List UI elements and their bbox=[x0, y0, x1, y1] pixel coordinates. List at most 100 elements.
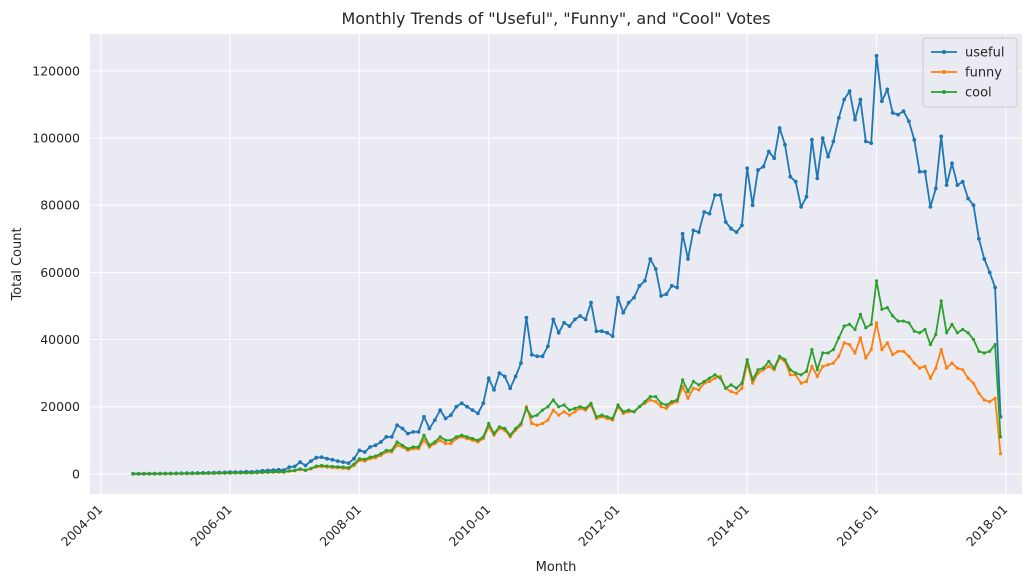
data-point-cool bbox=[158, 472, 162, 476]
data-point-cool bbox=[901, 319, 906, 323]
data-point-funny bbox=[988, 400, 992, 404]
data-point-cool bbox=[788, 368, 792, 372]
data-point-useful bbox=[783, 142, 787, 147]
data-point-useful bbox=[950, 161, 954, 166]
data-point-cool bbox=[713, 373, 717, 377]
data-point-funny bbox=[837, 354, 841, 358]
data-point-cool bbox=[982, 351, 986, 355]
data-point-useful bbox=[691, 228, 696, 233]
data-point-useful bbox=[788, 174, 793, 179]
data-point-cool bbox=[810, 348, 814, 352]
data-point-cool bbox=[217, 471, 221, 475]
data-point-useful bbox=[955, 183, 960, 188]
data-point-useful bbox=[858, 97, 863, 102]
data-point-cool bbox=[643, 400, 647, 404]
data-point-cool bbox=[605, 415, 609, 419]
data-point-useful bbox=[686, 257, 690, 261]
data-point-cool bbox=[255, 471, 259, 475]
data-point-useful bbox=[917, 169, 922, 174]
data-point-cool bbox=[600, 413, 604, 417]
data-point-useful bbox=[804, 194, 809, 199]
data-point-useful bbox=[583, 317, 588, 322]
data-point-funny bbox=[939, 348, 943, 352]
data-point-useful bbox=[589, 300, 593, 305]
data-point-useful bbox=[987, 270, 992, 275]
data-point-cool bbox=[632, 410, 636, 414]
data-point-useful bbox=[896, 112, 900, 117]
data-point-useful bbox=[907, 119, 911, 124]
legend-marker-funny bbox=[942, 70, 946, 74]
data-point-cool bbox=[142, 472, 146, 476]
data-point-funny bbox=[993, 396, 997, 400]
data-point-useful bbox=[567, 324, 572, 328]
data-point-cool bbox=[880, 307, 884, 311]
data-point-useful bbox=[901, 109, 906, 114]
data-point-cool bbox=[621, 410, 625, 414]
data-point-useful bbox=[319, 455, 324, 459]
data-point-cool bbox=[303, 468, 308, 472]
data-point-useful bbox=[928, 205, 933, 209]
data-point-useful bbox=[335, 459, 340, 463]
data-point-useful bbox=[476, 411, 480, 416]
data-point-cool bbox=[923, 327, 927, 332]
data-point-cool bbox=[330, 464, 334, 469]
data-point-useful bbox=[502, 374, 507, 379]
data-point-cool bbox=[562, 403, 566, 407]
data-point-cool bbox=[185, 471, 189, 476]
data-point-cool bbox=[379, 452, 383, 456]
data-point-cool bbox=[427, 443, 431, 447]
data-point-useful bbox=[880, 99, 884, 104]
data-point-useful bbox=[664, 292, 669, 297]
data-point-funny bbox=[535, 423, 539, 427]
data-point-funny bbox=[799, 381, 803, 385]
data-point-cool bbox=[406, 447, 410, 451]
data-point-cool bbox=[363, 457, 367, 461]
data-point-cool bbox=[707, 376, 712, 380]
series-layer bbox=[131, 53, 1003, 476]
data-point-funny bbox=[928, 376, 933, 380]
data-point-useful bbox=[314, 455, 319, 460]
data-point-useful bbox=[422, 414, 426, 419]
data-point-funny bbox=[885, 341, 889, 345]
data-point-funny bbox=[691, 386, 696, 390]
data-point-cool bbox=[664, 403, 669, 407]
data-point-cool bbox=[842, 324, 846, 328]
data-point-cool bbox=[821, 351, 825, 355]
data-point-funny bbox=[444, 442, 448, 446]
data-point-cool bbox=[390, 448, 394, 452]
data-point-cool bbox=[767, 359, 771, 363]
data-point-funny bbox=[697, 388, 701, 392]
data-point-cool bbox=[918, 331, 922, 335]
data-point-cool bbox=[794, 371, 798, 375]
data-point-useful bbox=[750, 203, 755, 208]
data-point-useful bbox=[626, 300, 631, 305]
data-point-useful bbox=[971, 203, 976, 208]
data-point-funny bbox=[810, 364, 814, 368]
data-point-useful bbox=[831, 139, 836, 144]
data-point-cool bbox=[136, 472, 141, 476]
data-point-useful bbox=[416, 430, 421, 434]
data-point-cool bbox=[594, 415, 599, 419]
data-point-cool bbox=[718, 376, 722, 380]
data-point-cool bbox=[584, 406, 588, 410]
legend-label-useful: useful bbox=[965, 46, 1004, 61]
data-point-useful bbox=[346, 461, 351, 465]
data-point-cool bbox=[320, 463, 324, 468]
data-point-funny bbox=[573, 410, 577, 414]
data-point-cool bbox=[778, 354, 782, 358]
data-point-funny bbox=[891, 353, 895, 357]
data-point-cool bbox=[347, 466, 351, 470]
legend-marker-useful bbox=[942, 50, 946, 54]
data-point-useful bbox=[470, 408, 475, 412]
legend: useful funny cool bbox=[922, 37, 1018, 108]
data-point-funny bbox=[686, 396, 690, 400]
data-point-useful bbox=[853, 117, 857, 122]
data-point-cool bbox=[277, 470, 281, 474]
data-point-cool bbox=[702, 379, 706, 384]
data-point-cool bbox=[540, 408, 545, 412]
data-point-cool bbox=[449, 438, 453, 442]
data-point-useful bbox=[799, 205, 803, 209]
data-point-cool bbox=[325, 464, 329, 468]
data-point-cool bbox=[966, 331, 970, 335]
data-point-cool bbox=[637, 405, 642, 409]
